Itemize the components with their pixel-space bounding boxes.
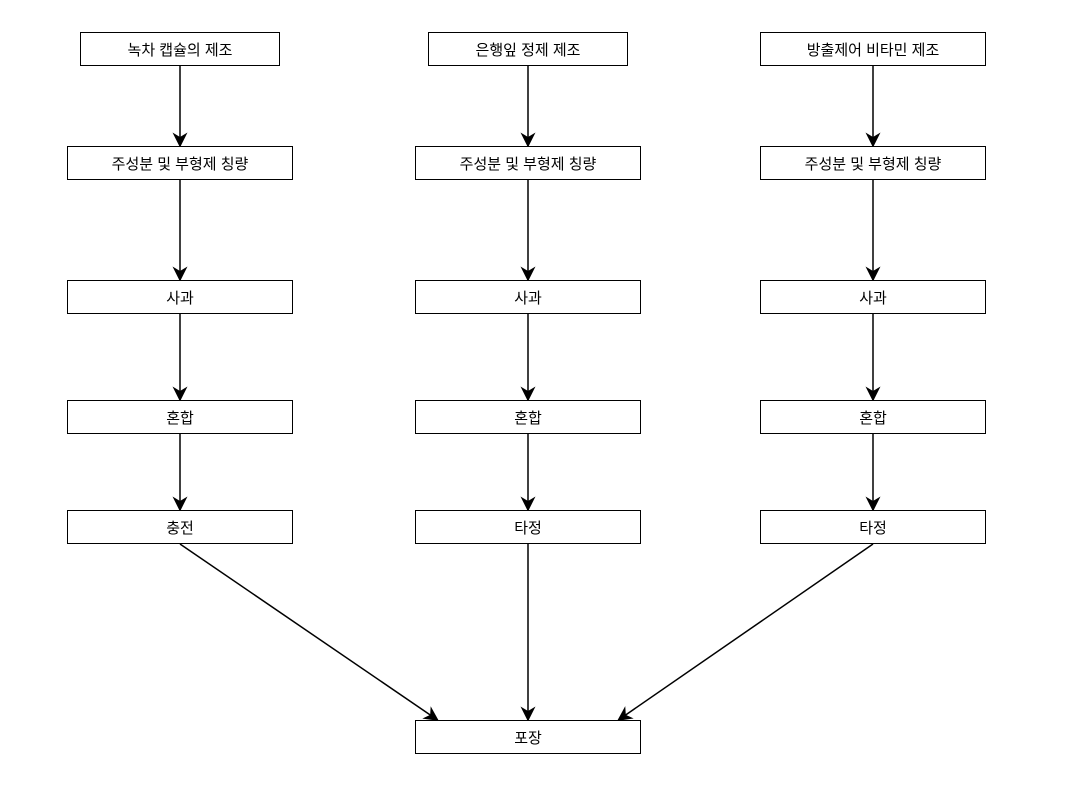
node-label: 주성분 및 부형제 칭량 [460,153,597,174]
flowchart-canvas: 녹차 캡슐의 제조주성분 및 부형제 칭량사과혼합충전 은행잎 정제 제조주성분 … [0,0,1085,797]
node-label: 타정 [514,517,542,538]
node-c2n3: 사과 [415,280,641,314]
node-label: 타정 [859,517,887,538]
node-c3n2: 주성분 및 부형제 칭량 [760,146,986,180]
node-label: 은행잎 정제 제조 [476,39,581,60]
node-c1n5: 충전 [67,510,293,544]
node-c1n3: 사과 [67,280,293,314]
node-c1n4: 혼합 [67,400,293,434]
node-label: 주성분 및 부형제 칭량 [112,153,249,174]
node-c2n1: 은행잎 정제 제조 [428,32,628,66]
node-label: 사과 [166,287,194,308]
node-label: 사과 [859,287,887,308]
node-c1n2: 주성분 및 부형제 칭량 [67,146,293,180]
node-label: 주성분 및 부형제 칭량 [805,153,942,174]
node-final: 포장 [415,720,641,754]
node-label: 사과 [514,287,542,308]
edge-c3n5-final [618,544,873,720]
node-label: 녹차 캡슐의 제조 [128,39,233,60]
node-label: 혼합 [859,407,887,428]
node-label: 충전 [166,517,194,538]
node-c3n5: 타정 [760,510,986,544]
node-c2n2: 주성분 및 부형제 칭량 [415,146,641,180]
edge-layer [0,0,1085,797]
node-c3n1: 방출제어 비타민 제조 [760,32,986,66]
node-c3n3: 사과 [760,280,986,314]
node-c2n5: 타정 [415,510,641,544]
edge-c1n5-final [180,544,438,720]
node-label: 혼합 [166,407,194,428]
node-c2n4: 혼합 [415,400,641,434]
node-c1n1: 녹차 캡슐의 제조 [80,32,280,66]
node-label: 혼합 [514,407,542,428]
node-c3n4: 혼합 [760,400,986,434]
node-label: 포장 [514,727,542,748]
node-label: 방출제어 비타민 제조 [807,39,940,60]
